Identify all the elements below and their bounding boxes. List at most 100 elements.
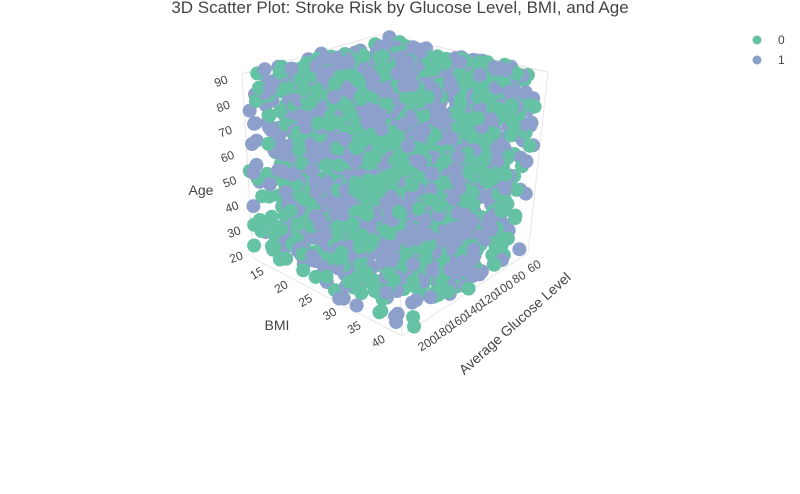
point-series-0[interactable] <box>331 227 346 242</box>
point-series-0[interactable] <box>405 274 420 289</box>
point-series-1[interactable] <box>247 116 261 131</box>
point-series-1[interactable] <box>518 85 533 100</box>
point-series-1[interactable] <box>276 164 291 179</box>
point-series-1[interactable] <box>390 66 405 81</box>
point-series-1[interactable] <box>337 132 352 146</box>
point-series-1[interactable] <box>396 78 411 93</box>
legend-item-0[interactable]: 0 <box>752 33 786 47</box>
point-series-1[interactable] <box>309 59 324 74</box>
point-series-0[interactable] <box>477 172 492 187</box>
point-series-0[interactable] <box>354 286 369 301</box>
point-series-1[interactable] <box>384 253 399 268</box>
point-series-1[interactable] <box>396 117 411 132</box>
point-series-0[interactable] <box>375 178 390 193</box>
point-series-0[interactable] <box>376 49 390 64</box>
point-series-1[interactable] <box>401 139 416 154</box>
point-series-0[interactable] <box>254 224 269 238</box>
point-series-1[interactable] <box>446 221 461 236</box>
point-series-1[interactable] <box>443 131 458 146</box>
point-series-0[interactable] <box>407 319 421 334</box>
point-series-1[interactable] <box>423 290 438 305</box>
point-series-1[interactable] <box>406 40 421 55</box>
point-series-0[interactable] <box>434 275 449 290</box>
point-series-1[interactable] <box>423 182 438 197</box>
point-series-0[interactable] <box>391 204 406 219</box>
point-series-0[interactable] <box>494 204 509 219</box>
point-series-1[interactable] <box>417 213 432 227</box>
point-series-1[interactable] <box>490 153 505 168</box>
point-series-0[interactable] <box>405 178 420 192</box>
point-series-1[interactable] <box>321 65 336 80</box>
point-series-0[interactable] <box>277 81 292 96</box>
point-series-1[interactable] <box>458 224 473 239</box>
point-series-0[interactable] <box>510 66 524 81</box>
point-series-1[interactable] <box>519 154 534 169</box>
point-series-1[interactable] <box>425 263 440 278</box>
point-series-0[interactable] <box>283 204 298 218</box>
point-series-0[interactable] <box>311 116 325 131</box>
point-series-1[interactable] <box>318 51 333 65</box>
point-series-0[interactable] <box>296 263 311 278</box>
point-series-0[interactable] <box>292 142 306 157</box>
point-series-0[interactable] <box>319 269 334 284</box>
point-series-1[interactable] <box>379 285 394 300</box>
point-series-1[interactable] <box>341 194 355 209</box>
point-series-0[interactable] <box>412 141 427 156</box>
point-series-1[interactable] <box>375 244 390 259</box>
point-series-0[interactable] <box>522 138 537 153</box>
point-series-0[interactable] <box>418 248 433 263</box>
point-series-0[interactable] <box>365 233 380 247</box>
point-series-1[interactable] <box>278 185 293 200</box>
point-series-1[interactable] <box>497 181 512 196</box>
point-series-1[interactable] <box>363 68 378 83</box>
point-series-1[interactable] <box>410 153 424 168</box>
point-series-1[interactable] <box>455 254 470 269</box>
point-series-1[interactable] <box>281 143 296 158</box>
point-series-0[interactable] <box>349 141 364 155</box>
point-series-1[interactable] <box>443 75 458 89</box>
point-series-0[interactable] <box>506 115 521 130</box>
point-series-1[interactable] <box>323 128 337 143</box>
point-series-1[interactable] <box>408 232 423 247</box>
point-series-0[interactable] <box>356 48 371 63</box>
point-series-0[interactable] <box>503 128 518 143</box>
data-points[interactable] <box>242 30 542 334</box>
point-series-1[interactable] <box>284 61 299 76</box>
point-series-0[interactable] <box>374 303 389 318</box>
legend-item-1[interactable]: 1 <box>752 53 786 67</box>
point-series-1[interactable] <box>374 122 389 137</box>
point-series-1[interactable] <box>480 217 495 231</box>
point-series-1[interactable] <box>308 254 323 268</box>
point-series-0[interactable] <box>500 231 515 246</box>
point-series-1[interactable] <box>319 177 334 192</box>
point-series-0[interactable] <box>296 82 311 97</box>
point-series-0[interactable] <box>470 90 485 105</box>
point-series-1[interactable] <box>379 84 394 99</box>
point-series-0[interactable] <box>428 128 443 143</box>
point-series-0[interactable] <box>463 166 478 181</box>
point-series-0[interactable] <box>384 124 399 139</box>
point-series-0[interactable] <box>452 66 467 81</box>
point-series-0[interactable] <box>252 80 266 95</box>
point-series-1[interactable] <box>313 213 328 228</box>
point-series-1[interactable] <box>490 142 505 156</box>
point-series-0[interactable] <box>387 272 401 287</box>
point-series-0[interactable] <box>321 117 336 132</box>
point-series-0[interactable] <box>301 68 316 83</box>
point-series-1[interactable] <box>327 90 341 105</box>
point-series-0[interactable] <box>372 142 387 157</box>
point-series-0[interactable] <box>333 115 348 130</box>
point-series-0[interactable] <box>456 194 471 209</box>
point-series-0[interactable] <box>520 96 535 111</box>
point-series-0[interactable] <box>458 76 473 91</box>
point-series-0[interactable] <box>262 189 277 204</box>
point-series-1[interactable] <box>387 239 401 254</box>
point-series-0[interactable] <box>262 108 277 123</box>
point-series-1[interactable] <box>389 315 404 329</box>
point-series-1[interactable] <box>341 54 356 69</box>
point-series-0[interactable] <box>331 158 346 173</box>
point-series-0[interactable] <box>464 112 479 127</box>
point-series-0[interactable] <box>487 257 502 272</box>
point-series-0[interactable] <box>509 182 524 197</box>
point-series-0[interactable] <box>379 95 393 110</box>
